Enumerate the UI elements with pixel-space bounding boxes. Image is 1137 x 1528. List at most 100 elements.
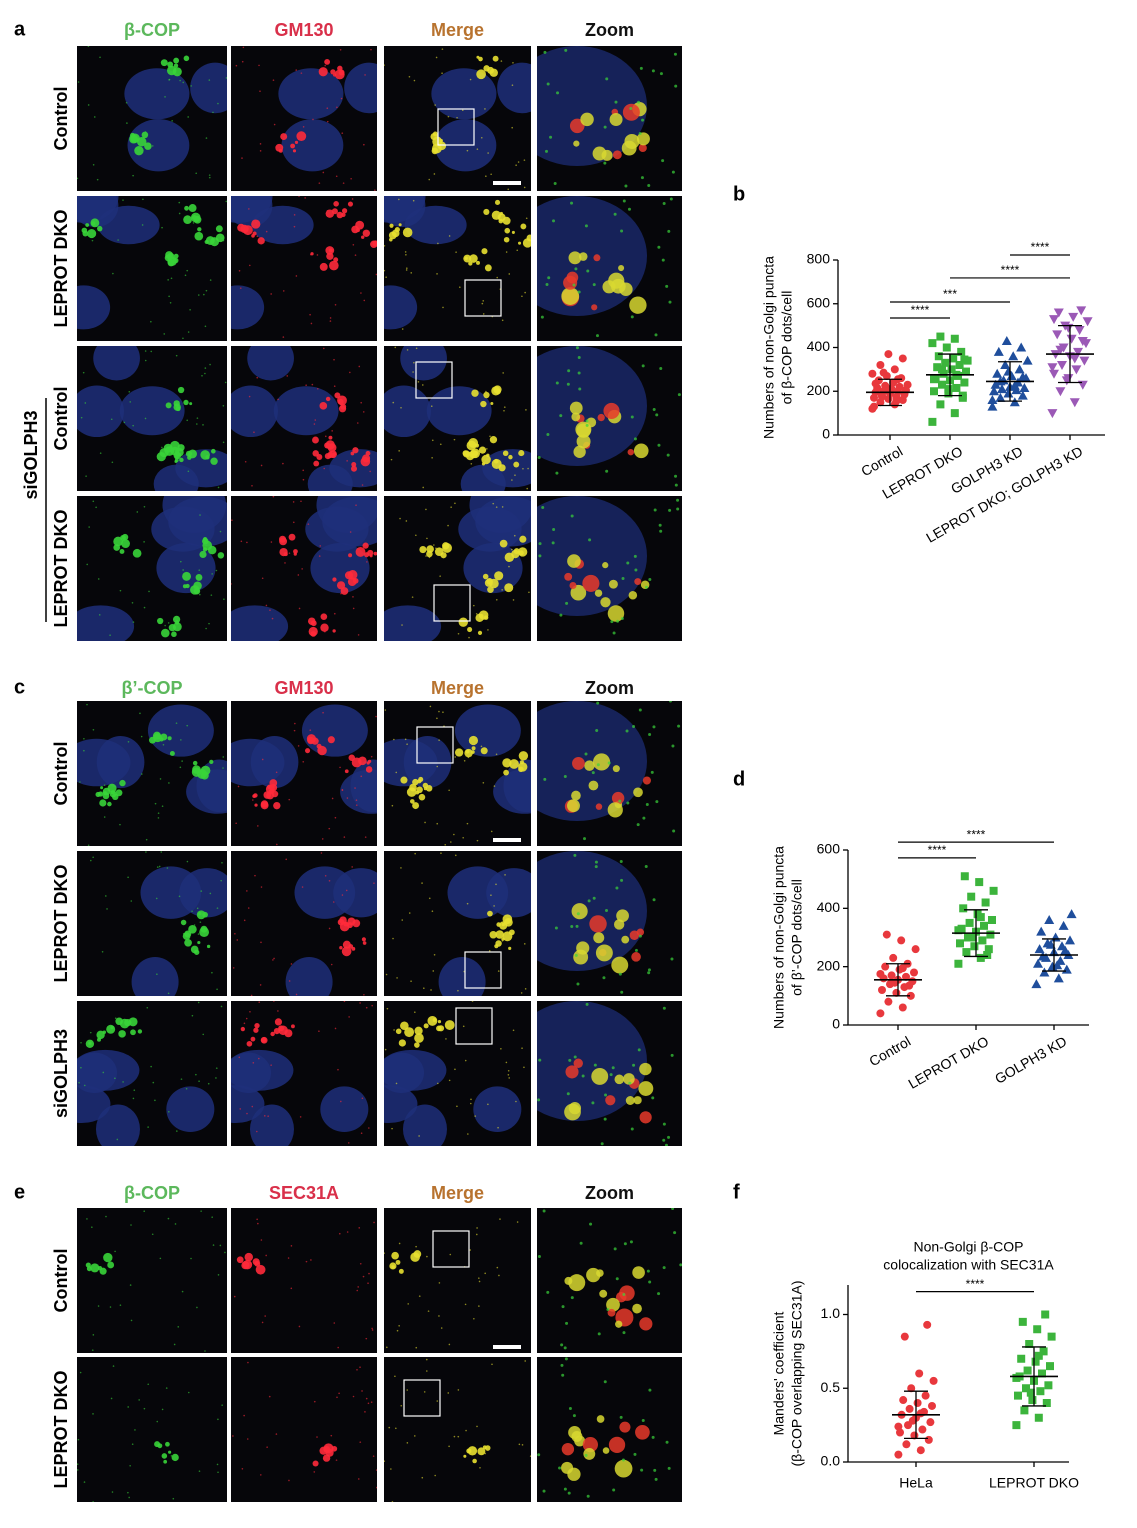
stain	[199, 550, 207, 559]
stain	[310, 631, 317, 637]
stain	[254, 1022, 260, 1029]
puncta	[564, 1357, 568, 1361]
data-point	[1046, 1362, 1054, 1371]
puncta	[205, 544, 207, 547]
stain	[633, 1096, 642, 1105]
row-label: LEPROT DKO	[51, 509, 71, 627]
puncta	[384, 709, 387, 711]
puncta	[144, 359, 147, 362]
puncta	[127, 1406, 129, 1408]
puncta	[524, 291, 526, 294]
stain	[398, 223, 402, 227]
puncta	[298, 1325, 301, 1328]
puncta	[418, 1295, 421, 1297]
puncta	[622, 199, 626, 203]
puncta	[586, 1494, 590, 1498]
puncta	[293, 225, 296, 228]
stain	[159, 737, 164, 742]
puncta	[676, 507, 680, 511]
nucleus	[482, 449, 531, 488]
y-axis-label: of β’-COP dots/cell	[789, 879, 805, 996]
puncta	[561, 1305, 565, 1309]
stain	[161, 1453, 168, 1459]
stain	[362, 542, 369, 549]
puncta	[674, 474, 678, 478]
puncta	[187, 470, 190, 473]
stain	[414, 1042, 420, 1048]
puncta	[575, 924, 579, 928]
puncta	[436, 273, 438, 275]
puncta	[659, 72, 663, 76]
puncta	[324, 874, 327, 877]
puncta	[447, 1392, 450, 1394]
stain	[316, 743, 322, 749]
puncta	[648, 732, 652, 736]
stain	[478, 446, 487, 454]
puncta	[525, 217, 528, 220]
puncta	[253, 431, 255, 434]
puncta	[93, 116, 96, 118]
puncta	[92, 163, 95, 166]
stain	[571, 790, 581, 801]
puncta	[302, 469, 305, 472]
stain	[498, 464, 506, 472]
micrograph	[77, 346, 227, 491]
stain	[600, 597, 611, 608]
puncta	[195, 172, 198, 175]
stain	[425, 785, 433, 792]
stain	[612, 765, 620, 773]
data-point	[1038, 1369, 1046, 1378]
stain	[90, 1263, 100, 1273]
stain	[352, 578, 359, 584]
micrograph	[77, 496, 227, 641]
puncta	[316, 387, 319, 390]
puncta	[160, 851, 163, 853]
puncta	[438, 739, 440, 741]
data-point	[876, 1009, 885, 1018]
puncta	[406, 743, 408, 745]
puncta	[652, 407, 656, 411]
stain	[481, 454, 491, 465]
stain	[169, 750, 175, 756]
stain	[478, 610, 489, 620]
x-tick-label: Control	[858, 443, 905, 479]
data-point	[1044, 1381, 1053, 1390]
puncta	[497, 1126, 499, 1129]
data-point	[1039, 1347, 1048, 1356]
puncta	[273, 1001, 275, 1002]
puncta	[248, 395, 251, 398]
stain	[568, 251, 582, 265]
puncta	[426, 1370, 428, 1372]
data-point	[929, 1376, 938, 1385]
puncta	[350, 177, 352, 180]
micrograph	[537, 46, 682, 191]
puncta	[329, 317, 332, 319]
data-point	[884, 350, 893, 359]
stain	[586, 417, 597, 428]
puncta	[101, 950, 104, 953]
puncta	[484, 1272, 486, 1275]
puncta	[167, 622, 170, 624]
puncta	[362, 411, 365, 413]
data-point	[997, 384, 1007, 394]
puncta	[199, 921, 202, 923]
data-point	[987, 395, 998, 404]
puncta	[577, 290, 581, 294]
stain	[334, 392, 341, 399]
puncta	[258, 64, 260, 67]
puncta	[428, 556, 431, 559]
stain	[615, 1320, 623, 1328]
micrograph-bg	[537, 1357, 682, 1502]
puncta	[168, 295, 170, 298]
data-point	[1071, 365, 1082, 375]
puncta	[238, 270, 241, 272]
data-point	[926, 1418, 935, 1427]
puncta	[249, 1011, 251, 1013]
puncta	[662, 1122, 666, 1126]
puncta	[431, 439, 434, 442]
puncta	[647, 971, 651, 975]
puncta	[587, 899, 591, 903]
puncta	[508, 1077, 511, 1079]
nucleus	[537, 851, 647, 971]
stain	[483, 208, 490, 216]
